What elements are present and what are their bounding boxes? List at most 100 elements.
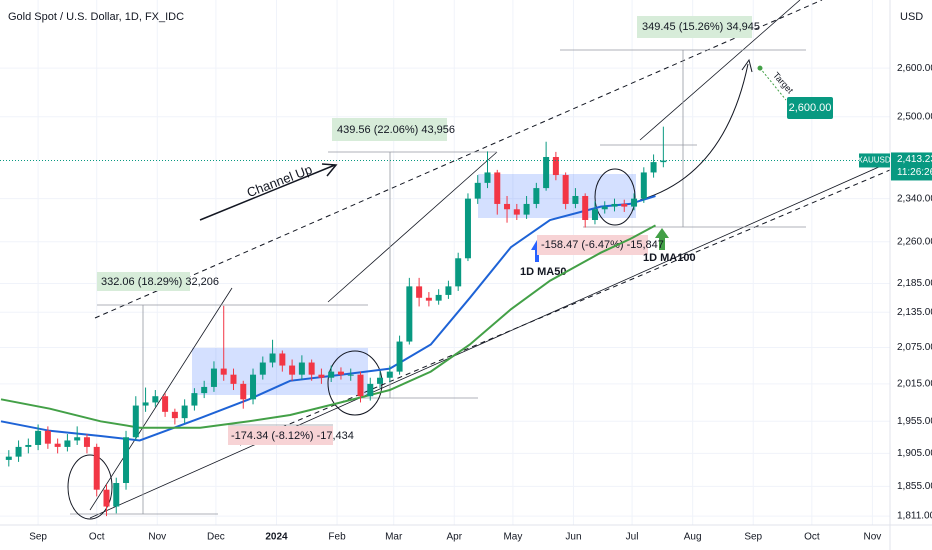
candle-body bbox=[123, 437, 130, 484]
candle-body bbox=[631, 198, 638, 207]
range-box bbox=[478, 174, 636, 218]
candle-body bbox=[240, 383, 247, 400]
candle-body bbox=[44, 430, 51, 444]
target-value: 2,600.00 bbox=[789, 102, 832, 114]
candle-body bbox=[660, 160, 667, 163]
measure-box bbox=[228, 426, 333, 445]
candle-body bbox=[601, 206, 608, 210]
candle-body bbox=[513, 209, 520, 215]
channel-label: Channel Up bbox=[245, 162, 314, 201]
y-tick-label: 1,811.00 bbox=[897, 511, 932, 522]
candle-body bbox=[406, 286, 413, 342]
measure-box bbox=[97, 272, 190, 291]
last-price-box bbox=[891, 152, 932, 181]
moving-average bbox=[0, 224, 656, 429]
y-tick-label: 2,260.00 bbox=[897, 236, 932, 247]
candle-body bbox=[201, 386, 208, 394]
x-tick-label: Nov bbox=[864, 532, 882, 543]
y-tick-label: 1,855.00 bbox=[897, 481, 932, 492]
candle-body bbox=[533, 188, 540, 204]
x-tick-label: Sep bbox=[29, 532, 47, 543]
measure-box bbox=[637, 16, 752, 38]
symbol-label: XAUUSD bbox=[857, 156, 891, 165]
ma-label: 1D MA100 bbox=[643, 252, 696, 264]
candle-body bbox=[318, 374, 325, 378]
target-point bbox=[757, 65, 763, 71]
candle-body bbox=[279, 353, 286, 366]
candle-body bbox=[259, 362, 266, 375]
x-tick-label: Oct bbox=[804, 532, 820, 543]
candle-body bbox=[572, 195, 579, 204]
channel-line bbox=[639, 0, 801, 141]
candle-body bbox=[582, 195, 589, 220]
candle-body bbox=[93, 446, 100, 490]
x-tick-label: Sep bbox=[744, 532, 762, 543]
candle-body bbox=[25, 444, 32, 447]
candle-body bbox=[591, 209, 598, 220]
candle-body bbox=[484, 172, 491, 183]
channel-line bbox=[89, 287, 233, 511]
symbol-box bbox=[859, 153, 890, 168]
candle-body bbox=[328, 371, 335, 378]
channel-line bbox=[327, 151, 498, 303]
ma100-arrow bbox=[655, 228, 669, 250]
candle-body bbox=[54, 443, 61, 447]
x-tick-label: Nov bbox=[148, 532, 166, 543]
channel-line bbox=[89, 161, 891, 519]
candle-body bbox=[269, 353, 276, 363]
candle-body bbox=[543, 156, 550, 189]
candle-body bbox=[35, 430, 42, 445]
candle-body bbox=[132, 405, 139, 438]
measure-label: 349.45 (15.26%) 34,945 bbox=[642, 21, 760, 33]
candle-body bbox=[230, 374, 237, 384]
candle-body bbox=[181, 405, 188, 419]
candle-body bbox=[416, 286, 423, 298]
x-tick-label: 2024 bbox=[265, 532, 288, 543]
candle-body bbox=[347, 374, 354, 376]
y-tick-label: 1,905.00 bbox=[897, 448, 932, 459]
candle-body bbox=[289, 365, 296, 375]
x-tick-label: Apr bbox=[446, 532, 462, 543]
y-tick-label: 2,600.00 bbox=[897, 63, 932, 74]
candle-body bbox=[162, 396, 169, 412]
candle-body bbox=[523, 203, 530, 215]
candle-body bbox=[308, 362, 315, 375]
candle-body bbox=[191, 393, 198, 406]
target-line bbox=[759, 67, 787, 101]
arrow-head bbox=[741, 58, 753, 73]
y-tick-label: 2,075.00 bbox=[897, 342, 932, 353]
channel-arrow bbox=[199, 164, 336, 221]
candle-body bbox=[494, 172, 501, 204]
x-tick-label: May bbox=[503, 532, 522, 543]
measure-lines bbox=[70, 49, 806, 515]
countdown: 11:26:26 bbox=[897, 167, 932, 178]
candle-body bbox=[650, 162, 657, 173]
channel-line bbox=[239, 169, 891, 446]
arrow-head bbox=[321, 163, 338, 177]
candle-body bbox=[83, 437, 90, 447]
candle-body bbox=[298, 362, 305, 375]
candle-body bbox=[152, 396, 159, 403]
candle-body bbox=[74, 437, 81, 441]
candle-body bbox=[445, 286, 452, 295]
x-tick-label: Jun bbox=[565, 532, 581, 543]
candle-body bbox=[621, 203, 628, 207]
candle-body bbox=[357, 374, 364, 397]
y-tick-label: 2,135.00 bbox=[897, 307, 932, 318]
x-tick-label: Aug bbox=[684, 532, 702, 543]
target-box bbox=[787, 97, 833, 119]
candle-body bbox=[552, 156, 559, 176]
candle-body bbox=[171, 411, 178, 419]
candle-body bbox=[103, 489, 110, 507]
moving-average bbox=[0, 195, 656, 442]
candle-body bbox=[474, 182, 481, 199]
last-price-label: 2,413.23 bbox=[897, 154, 932, 165]
candle-body bbox=[367, 383, 374, 397]
candle-body bbox=[5, 456, 12, 460]
candle-body bbox=[15, 446, 22, 457]
measure-label: 439.56 (22.06%) 43,956 bbox=[337, 124, 455, 136]
candle-body bbox=[562, 175, 569, 204]
measure-label: -174.34 (-8.12%) -17,434 bbox=[231, 430, 354, 442]
candle-body bbox=[504, 203, 511, 210]
